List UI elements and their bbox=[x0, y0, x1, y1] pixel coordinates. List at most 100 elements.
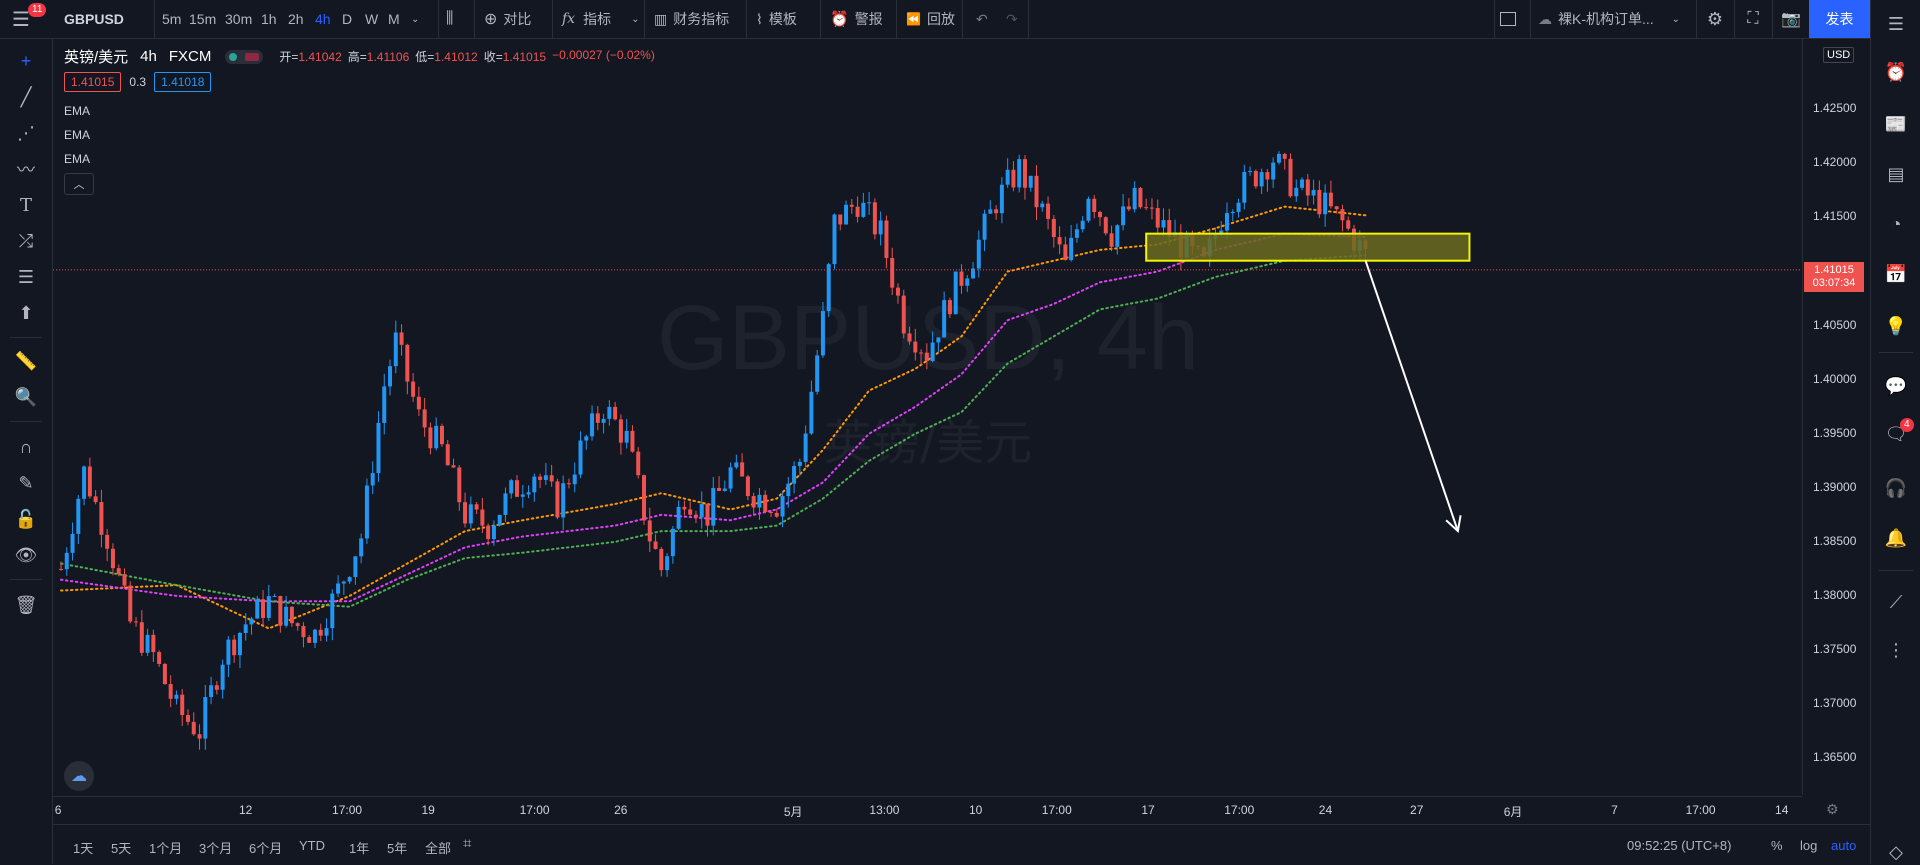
supply-zone-rectangle[interactable] bbox=[1145, 232, 1471, 262]
range-button[interactable]: YTD bbox=[299, 838, 325, 853]
market-status-toggle[interactable] bbox=[225, 49, 264, 64]
support-button[interactable]: 🎧 bbox=[1884, 476, 1908, 500]
ruler-tool[interactable]: 📏 bbox=[14, 349, 38, 373]
drawing-layer[interactable] bbox=[1145, 232, 1471, 534]
menu-button[interactable]: ☰ 11 bbox=[12, 0, 47, 38]
snapshot-button[interactable]: 📷 bbox=[1778, 0, 1804, 38]
buy-button[interactable]: 1.41018 bbox=[154, 72, 212, 92]
streams-button[interactable]: 💬 bbox=[1884, 374, 1908, 398]
compare-button[interactable]: ⊕ 对比 bbox=[484, 0, 531, 38]
settings-button[interactable]: ⚙ bbox=[1702, 0, 1728, 38]
candle-up bbox=[532, 473, 537, 502]
candle-down bbox=[157, 650, 162, 667]
range-button[interactable]: 5年 bbox=[387, 841, 408, 856]
fullscreen-button[interactable]: ⛶ bbox=[1740, 0, 1766, 38]
candle-down bbox=[439, 423, 444, 447]
hotlist-button[interactable]: ◔ bbox=[1884, 212, 1908, 236]
alerts-panel-button[interactable]: ⏰ bbox=[1884, 60, 1908, 84]
redo-button[interactable]: ↷ bbox=[1006, 0, 1018, 38]
time-axis[interactable]: 6 12 17:00 19 17:00 26 5月 13:00 10 17:00 17 17:00 24… bbox=[53, 796, 1802, 825]
goto-date-button[interactable]: ⌗ bbox=[463, 835, 471, 852]
interval-30m[interactable]: 30m bbox=[225, 11, 253, 27]
ema-indicator-1[interactable]: EMA bbox=[64, 104, 91, 118]
layout-selector[interactable]: ☁ 裸K-机构订单... ⌄ bbox=[1538, 0, 1680, 38]
projection-tool[interactable]: ⤮ bbox=[14, 229, 38, 253]
auto-toggle[interactable]: auto bbox=[1831, 838, 1857, 853]
delete-tool[interactable]: 🗑 bbox=[14, 593, 38, 617]
range-button[interactable]: 1天 bbox=[73, 841, 94, 856]
ema-indicator-3[interactable]: EMA bbox=[64, 152, 91, 166]
arrow-up-tool[interactable]: ⬆ bbox=[14, 301, 38, 325]
range-button[interactable]: 1年 bbox=[349, 841, 370, 856]
crosshair-tool[interactable]: + bbox=[14, 49, 38, 73]
data-window-button[interactable]: ▤ bbox=[1884, 162, 1908, 186]
hide-tool[interactable]: 👁 bbox=[14, 543, 38, 567]
range-button[interactable]: 1个月 bbox=[149, 841, 183, 856]
publish-button[interactable]: 发表 bbox=[1809, 0, 1870, 38]
range-button[interactable]: 全部 bbox=[425, 841, 452, 856]
financials-button[interactable]: ▥ 财务指标 bbox=[654, 0, 729, 38]
fullscreen-layout-button[interactable] bbox=[1500, 0, 1516, 38]
range-button[interactable]: 6个月 bbox=[249, 841, 283, 856]
candle-up bbox=[1248, 166, 1253, 176]
currency-badge[interactable]: USD bbox=[1823, 47, 1855, 63]
axis-settings-button[interactable]: ⚙ bbox=[1826, 801, 1839, 818]
notifications-button[interactable]: 🔔 bbox=[1884, 526, 1908, 550]
interval-W[interactable]: W bbox=[365, 11, 379, 27]
price-chart[interactable]: GBPUSD, 4h 英镑/美元 bbox=[53, 39, 1802, 796]
chats-button[interactable]: 🗨 4 bbox=[1884, 418, 1914, 446]
interval-M[interactable]: M bbox=[388, 11, 400, 27]
interval-15m[interactable]: 15m bbox=[189, 11, 217, 27]
timezone-clock[interactable]: 09:52:25 (UTC+8) bbox=[1627, 838, 1732, 853]
replay-button[interactable]: ⏪ 回放 bbox=[906, 0, 955, 38]
more-button[interactable]: ◇ bbox=[1884, 840, 1908, 864]
interval-5m[interactable]: 5m bbox=[162, 11, 182, 27]
ema-indicator-2[interactable]: EMA bbox=[64, 128, 91, 142]
templates-button[interactable]: ⌇ 模板 bbox=[756, 0, 797, 38]
interval-4h[interactable]: 4h bbox=[315, 11, 331, 27]
percent-toggle[interactable]: % bbox=[1771, 838, 1783, 853]
tradingview-logo[interactable]: ☁ bbox=[64, 761, 94, 791]
trendline-tool[interactable]: ╱ bbox=[14, 85, 38, 109]
chart-type-button[interactable]: ⫼ bbox=[446, 0, 453, 38]
time-tick-label: 13:00 bbox=[869, 803, 900, 817]
interval-D[interactable]: D bbox=[342, 11, 353, 27]
watchlist-button[interactable]: ☰ bbox=[1884, 12, 1908, 36]
down-arrow-line[interactable] bbox=[1364, 260, 1459, 532]
candle-down bbox=[1126, 198, 1131, 212]
alerts-button[interactable]: ⏰ 警报 bbox=[830, 0, 883, 38]
interval-1h[interactable]: 1h bbox=[261, 11, 277, 27]
symbol-search[interactable]: GBPUSD bbox=[64, 11, 124, 27]
ideas-button[interactable]: 💡 bbox=[1884, 314, 1908, 338]
undo-button[interactable]: ↶ bbox=[976, 0, 988, 38]
pattern-tool[interactable]: 〰 bbox=[14, 157, 38, 181]
object-tree-button[interactable]: ⋮ bbox=[1884, 638, 1908, 662]
trading-panel-button[interactable]: ⟋ bbox=[1884, 590, 1908, 614]
legend-title[interactable]: 英镑/美元 bbox=[64, 49, 129, 66]
candle-down bbox=[1034, 165, 1039, 221]
range-button[interactable]: 3个月 bbox=[199, 841, 233, 856]
zoom-tool[interactable]: 🔍 bbox=[14, 385, 38, 409]
candle-up bbox=[1276, 151, 1281, 165]
indicators-button[interactable]: fx 指标 ⌄ bbox=[562, 0, 639, 38]
sell-button[interactable]: 1.41015 bbox=[64, 72, 122, 92]
interval-dropdown-chevron-icon[interactable]: ⌄ bbox=[411, 13, 420, 25]
collapse-legend-button[interactable]: ︿ bbox=[64, 173, 94, 195]
candle-up bbox=[1040, 200, 1045, 212]
interval-2h[interactable]: 2h bbox=[288, 11, 304, 27]
news-button[interactable]: 📰 bbox=[1884, 112, 1908, 136]
candle-down bbox=[162, 662, 167, 685]
candle-up bbox=[388, 359, 393, 396]
lock-tool[interactable]: 🔓 bbox=[14, 507, 38, 531]
magnet-tool[interactable]: ∩ bbox=[14, 435, 38, 459]
log-toggle[interactable]: log bbox=[1800, 838, 1818, 853]
candle-up bbox=[803, 425, 808, 468]
text-tool[interactable]: T bbox=[14, 193, 38, 217]
measure-lines-tool[interactable]: ☰ bbox=[14, 265, 38, 289]
price-axis[interactable]: 1.42500 1.42000 1.41500 1.40500 1.40000 1.395… bbox=[1802, 39, 1871, 795]
keep-drawing-tool[interactable]: ✎ bbox=[14, 471, 38, 495]
magnet-icon: ∩ bbox=[19, 436, 33, 457]
range-button[interactable]: 5天 bbox=[111, 841, 132, 856]
fib-tool[interactable]: ⋰ bbox=[14, 121, 38, 145]
calendar-button[interactable]: 📅 bbox=[1884, 262, 1908, 286]
